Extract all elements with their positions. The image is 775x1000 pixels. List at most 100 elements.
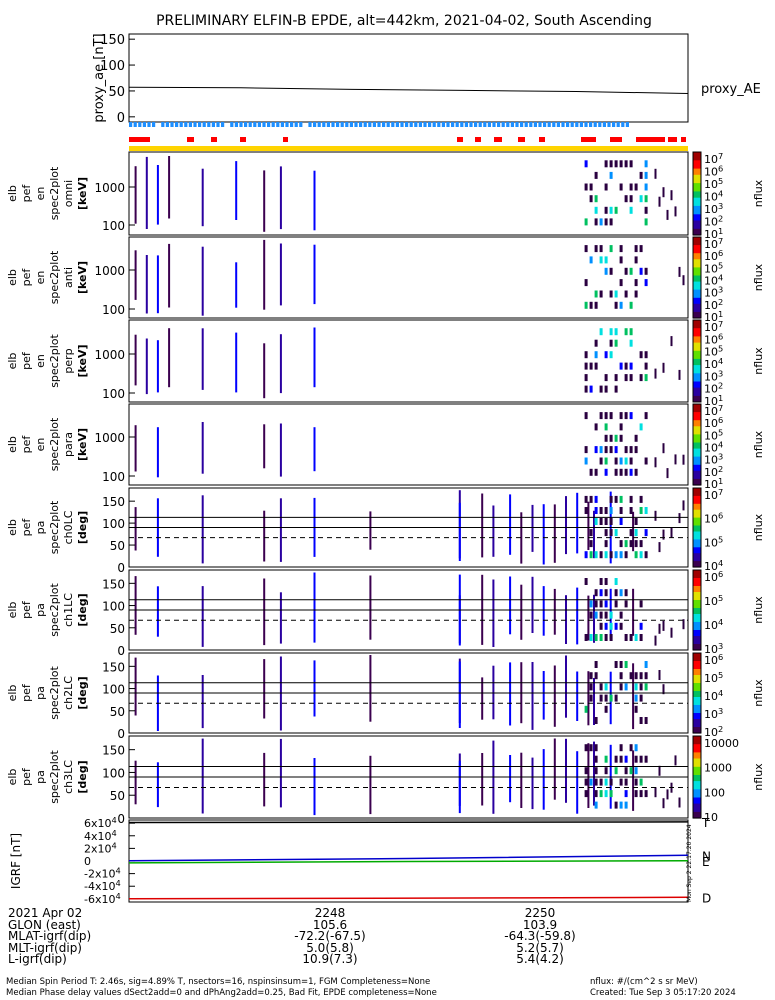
colorbar-cell <box>693 259 701 262</box>
flux-cell <box>134 425 137 472</box>
flux-cell <box>279 243 282 306</box>
colorbar-label: 105 <box>704 427 723 442</box>
colorbar-cell <box>693 636 701 639</box>
flux-cell <box>604 600 608 608</box>
colorbar-cell <box>693 468 701 472</box>
flux-cell <box>639 778 643 786</box>
y-axis-label: ch0LC <box>62 510 75 544</box>
colorbar-label: 107 <box>704 487 723 502</box>
flux-cell <box>609 446 613 454</box>
xaxis-value: 5.4(4.2) <box>516 952 564 966</box>
colorbar-title: nflux <box>752 513 765 541</box>
y-axis-label: [deg] <box>76 593 89 626</box>
ae-quality-mark <box>193 122 197 127</box>
colorbar-cell <box>693 189 701 192</box>
colorbar-label: 103 <box>704 706 723 721</box>
series-line-D <box>128 896 689 900</box>
colorbar-label: 106 <box>704 652 723 667</box>
flux-cell <box>619 423 623 431</box>
ae-quality-mark <box>359 122 363 127</box>
created-stamp: Created: Tue Sep 3 05:17:20 2024 <box>590 988 736 998</box>
colorbar-cell <box>693 689 701 692</box>
colorbar-cell <box>693 224 701 228</box>
flux-cell <box>584 160 588 168</box>
colorbar-cell <box>693 289 701 293</box>
colorbar-cell <box>693 251 701 254</box>
colorbar-cell <box>693 669 701 672</box>
colorbar-cell <box>693 170 701 174</box>
colorbar-cell <box>693 648 701 651</box>
flux-cell <box>589 744 593 752</box>
flux-cell <box>279 334 282 394</box>
flux-cell <box>614 755 618 763</box>
colorbar-cell <box>693 620 701 623</box>
flux-cell <box>619 778 623 786</box>
ae-quality-mark <box>478 122 482 127</box>
flux-cell <box>313 572 316 643</box>
colorbar-cell <box>693 691 701 694</box>
flux-cell <box>619 801 623 809</box>
flux-cell <box>654 787 657 798</box>
flux-cell <box>168 328 171 388</box>
colorbar-cell <box>693 456 701 460</box>
flux-cell <box>594 351 598 359</box>
colorbar-label: 105 <box>704 670 723 685</box>
colorbar-cell <box>693 539 701 542</box>
ae-quality-mark <box>395 122 399 127</box>
colorbar-label: 105 <box>704 593 723 608</box>
flux-cell <box>587 743 590 808</box>
flux-cell <box>614 767 618 775</box>
flux-cell <box>658 623 661 634</box>
colorbar-cell <box>693 436 701 439</box>
ae-quality-mark <box>239 122 243 127</box>
flux-cell <box>658 670 661 680</box>
flux-cell <box>313 427 316 472</box>
data-flag-mark <box>129 137 150 142</box>
ae-quality-mark <box>506 122 510 127</box>
flux-cell <box>644 351 648 359</box>
colorbar-cell <box>693 590 701 593</box>
flux-cell <box>313 660 316 717</box>
flux-cell <box>584 767 588 775</box>
y-tick-label: 1000 <box>94 264 125 278</box>
flux-cell <box>201 738 204 814</box>
flux-cell <box>609 790 613 798</box>
flux-cell <box>634 256 638 264</box>
colorbar-cell <box>693 588 701 591</box>
flux-cell <box>553 738 556 800</box>
flux-cell <box>604 351 608 359</box>
colorbar-cell <box>693 574 701 577</box>
colorbar-cell <box>693 197 701 201</box>
flux-cell <box>594 195 598 203</box>
flux-cell <box>594 600 598 608</box>
colorbar-cell <box>693 683 701 686</box>
colorbar-cell <box>693 195 701 199</box>
colorbar-cell <box>693 497 701 501</box>
y-axis-label: IGRF [nT] <box>9 833 23 889</box>
data-flag-mark <box>681 137 686 142</box>
colorbar-cell <box>693 350 701 354</box>
colorbar-cell <box>693 657 701 660</box>
flux-cell <box>619 551 623 559</box>
footer-notes: Median Spin Period T: 2.46s, sig=4.89% T… <box>6 977 437 999</box>
colorbar-label: 103 <box>704 285 723 300</box>
flux-cell <box>614 301 618 309</box>
ae-quality-mark <box>331 122 335 127</box>
ae-quality-mark <box>437 122 441 127</box>
flux-cell <box>639 694 643 702</box>
flux-cell <box>609 206 613 214</box>
colorbar-cell <box>693 618 701 621</box>
ae-quality-mark <box>276 122 280 127</box>
flux-cell <box>624 446 628 454</box>
y-axis-label: en <box>34 438 47 452</box>
ae-quality-mark <box>552 122 556 127</box>
colorbar-cell <box>693 218 701 222</box>
flux-cell <box>619 611 623 619</box>
data-flag-mark <box>211 137 217 142</box>
flux-cell <box>594 339 598 347</box>
flux-cell <box>634 744 638 752</box>
y-tick-label: 100 <box>102 303 125 317</box>
colorbar-cell <box>693 813 701 817</box>
y-axis-label: elb <box>6 436 19 453</box>
colorbar-cell <box>693 174 701 178</box>
